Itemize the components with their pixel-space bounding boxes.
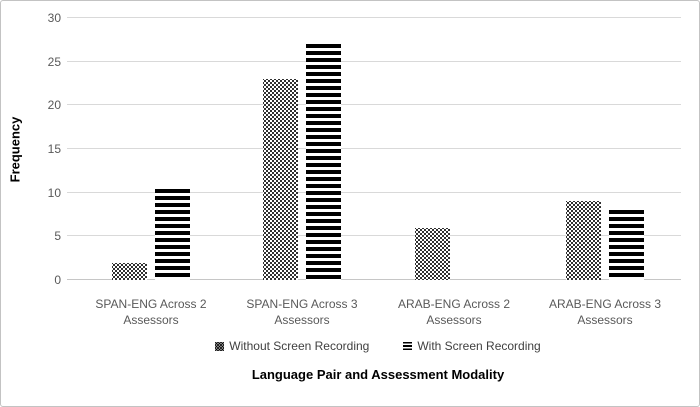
legend: Without Screen Recording With Screen Reco… bbox=[75, 339, 681, 353]
ytick-label-5: 5 bbox=[54, 229, 61, 244]
bar-series2-group1 bbox=[155, 189, 190, 280]
category-label-4: ARAB-ENG Across 3 Assessors bbox=[548, 297, 662, 327]
gridline-y-25 bbox=[67, 60, 681, 62]
bar-series1-group1 bbox=[112, 263, 147, 280]
gridline-y-15 bbox=[67, 148, 681, 149]
ytick-label-0: 0 bbox=[54, 273, 61, 287]
bar-series2-group2 bbox=[306, 44, 341, 280]
dots-pattern-swatch-icon bbox=[215, 341, 225, 351]
ytick-label-15: 15 bbox=[47, 142, 61, 156]
gridline-y-20 bbox=[67, 104, 681, 106]
bar-series2-group4 bbox=[609, 210, 644, 280]
x-axis-title: Language Pair and Assessment Modality bbox=[251, 367, 505, 382]
legend-item-2: With Screen Recording bbox=[403, 339, 541, 353]
gridline-y-10 bbox=[67, 191, 681, 193]
horizontal-lines-pattern-swatch-icon bbox=[403, 341, 413, 351]
gridline-y-5 bbox=[67, 235, 681, 237]
category-label-3: ARAB-ENG Across 2 Assessors bbox=[397, 297, 511, 327]
bar-series1-group3 bbox=[415, 228, 450, 280]
bar-series1-group4 bbox=[566, 201, 601, 280]
gridline-y-0 bbox=[67, 279, 681, 280]
ytick-label-20: 20 bbox=[47, 98, 61, 113]
plot-area bbox=[67, 17, 681, 280]
legend-label-2: With Screen Recording bbox=[417, 339, 541, 353]
gridline-y-30 bbox=[67, 17, 681, 18]
y-axis-title: Frequency bbox=[7, 116, 23, 183]
ytick-label-25: 25 bbox=[47, 54, 61, 69]
ytick-label-30: 30 bbox=[47, 11, 61, 25]
bar-series1-group2 bbox=[263, 79, 298, 280]
ytick-label-10: 10 bbox=[47, 185, 61, 200]
category-label-1: SPAN-ENG Across 2 Assessors bbox=[95, 297, 207, 327]
legend-label-1: Without Screen Recording bbox=[229, 339, 370, 353]
category-label-2: SPAN-ENG Across 3 Assessors bbox=[246, 297, 358, 327]
legend-item-1: Without Screen Recording bbox=[215, 339, 369, 353]
